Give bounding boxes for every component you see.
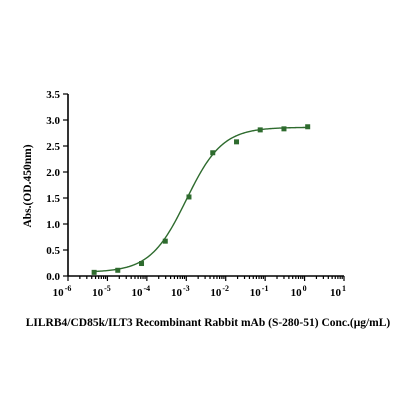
data-point	[162, 238, 168, 244]
y-tick-label: 3.5	[46, 89, 60, 101]
data-point	[115, 267, 121, 273]
fit-curve	[92, 126, 310, 273]
data-point	[139, 261, 145, 267]
data-point	[186, 194, 192, 200]
y-tick-label: 3.0	[46, 115, 60, 127]
y-axis-title: Abs.(OD.450nm)	[22, 144, 34, 227]
y-tick-label: 1.5	[46, 193, 60, 205]
y-tick-label: 2.5	[46, 141, 60, 153]
axes: 0.0 0.5 1.0 1.5 2.0 2.5 3.0 3.5 10-6 10-5 10-4 10-3…	[46, 89, 346, 299]
x-tick-label: 10-4	[132, 284, 151, 299]
x-tick-label: 10-5	[92, 284, 111, 299]
x-tick-label: 10-6	[53, 284, 72, 299]
x-tick-label: 10-3	[171, 284, 190, 299]
x-tick-label: 100	[291, 284, 307, 299]
x-axis-title: LILRB4/CD85k/ILT3 Recombinant Rabbit mAb…	[26, 317, 391, 329]
x-tick-label: 10-1	[250, 284, 269, 299]
data-point	[281, 126, 287, 132]
x-tick-label: 10-2	[210, 284, 229, 299]
data-points-layer	[91, 124, 311, 275]
y-tick-label: 0.5	[46, 245, 60, 257]
data-point	[257, 127, 263, 133]
y-tick-label: 1.0	[46, 219, 60, 231]
data-point	[234, 139, 240, 145]
data-point	[210, 150, 216, 156]
fit-curve-layer	[92, 126, 310, 273]
x-tick-label: 101	[330, 284, 346, 299]
y-tick-label: 0.0	[46, 271, 60, 283]
y-tick-label: 2.0	[46, 167, 60, 179]
data-point	[91, 269, 97, 275]
data-point	[305, 124, 311, 130]
